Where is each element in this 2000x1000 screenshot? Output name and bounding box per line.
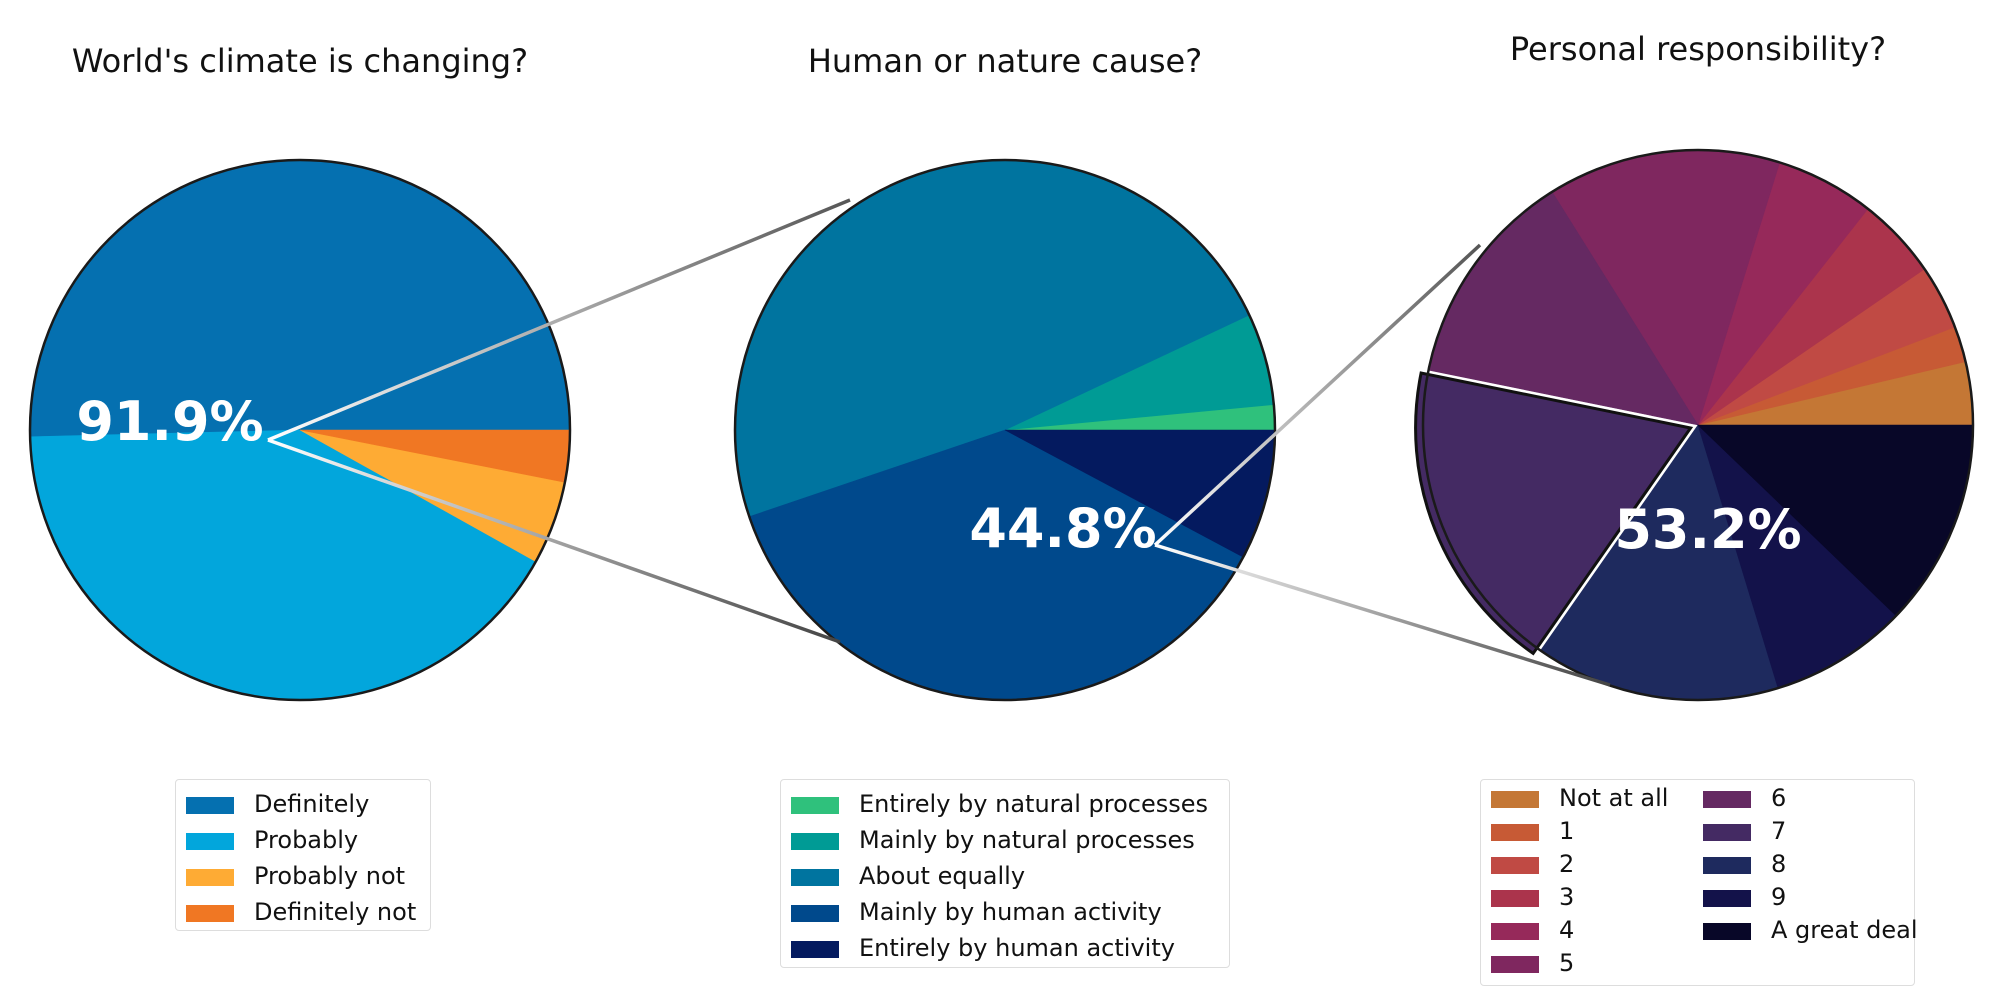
pie-slice-outline	[1414, 371, 1694, 656]
legend-swatch	[1703, 890, 1751, 907]
connector-line	[1153, 243, 1482, 547]
connector-line	[267, 438, 841, 644]
chart-title: Human or nature cause?	[808, 42, 1202, 80]
legend-label: Probably	[254, 826, 359, 854]
legend-label: About equally	[859, 862, 1026, 890]
pie-chart-1	[28, 158, 572, 702]
chart-title: World's climate is changing?	[72, 42, 528, 80]
legend-label: Mainly by human activity	[859, 898, 1162, 926]
legend-label: A great deal	[1771, 916, 1918, 944]
legend-label: Mainly by natural processes	[859, 826, 1195, 854]
highlight-percentage-label: 44.8%	[969, 497, 1156, 560]
legend-1: Definitely Probably Probably not Definitely…	[175, 779, 431, 931]
legend-swatch	[1703, 923, 1751, 940]
legend-swatch	[1703, 824, 1751, 841]
connector-line	[1154, 543, 1611, 687]
legend-label: 5	[1559, 949, 1575, 977]
connector-lines	[267, 198, 1611, 687]
pie-outline	[1421, 148, 1975, 702]
legend-swatch	[791, 797, 839, 814]
legend-label: 3	[1559, 883, 1575, 911]
legend-swatch	[791, 905, 839, 922]
legend-label: Definitely not	[254, 898, 417, 926]
connector-line	[267, 198, 851, 442]
pie-chart-2	[733, 158, 1277, 702]
legend-3: Not at all 1 2 3 4 5 6 7 8 9 A great deal	[1480, 779, 1918, 986]
legend-swatch	[186, 833, 234, 850]
legend-swatch	[791, 869, 839, 886]
legend-label: Not at all	[1559, 784, 1669, 812]
pie-outline	[733, 158, 1277, 702]
legend-swatch	[1703, 791, 1751, 808]
legend-label: 1	[1559, 817, 1575, 845]
highlight-percentage-label: 53.2%	[1614, 498, 1801, 561]
legend-label: Definitely	[254, 790, 370, 818]
legend-swatch	[186, 797, 234, 814]
legend-label: 6	[1771, 784, 1787, 812]
legend-swatch	[1491, 956, 1539, 973]
legend-swatch	[1491, 890, 1539, 907]
legend-swatch	[791, 941, 839, 958]
legend-label: 8	[1771, 850, 1787, 878]
legend-swatch	[186, 869, 234, 886]
legend-swatch	[791, 833, 839, 850]
highlight-percentage-label: 91.9%	[76, 390, 263, 453]
legend-swatch	[1491, 857, 1539, 874]
legend-label: Entirely by human activity	[859, 934, 1175, 962]
legend-swatch	[186, 905, 234, 922]
legend-swatch	[1703, 857, 1751, 874]
pie-chart-3	[1414, 148, 1975, 702]
legend-label: Entirely by natural processes	[859, 790, 1209, 818]
legend-swatch	[1491, 923, 1539, 940]
legend-label: 7	[1771, 817, 1787, 845]
pie-outline	[28, 158, 572, 702]
legend-2: Entirely by natural processes Mainly by n…	[780, 779, 1230, 968]
legend-label: 9	[1771, 883, 1787, 911]
chart-title: Personal responsibility?	[1510, 30, 1886, 68]
legend-label: Probably not	[254, 862, 406, 890]
legend-swatch	[1491, 824, 1539, 841]
legend-swatch	[1491, 791, 1539, 808]
legend-label: 4	[1559, 916, 1575, 944]
legend-label: 2	[1559, 850, 1575, 878]
